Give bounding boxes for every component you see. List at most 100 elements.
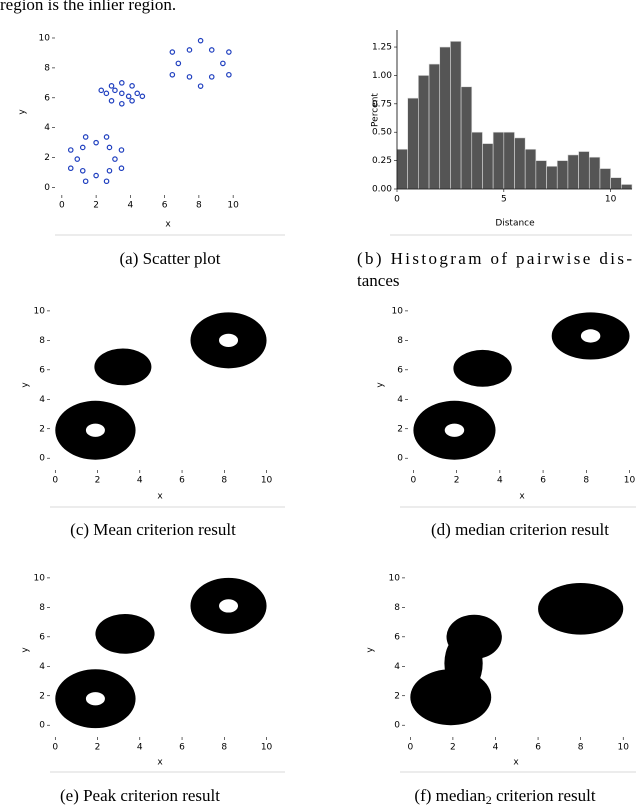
y-tick-label: 6 xyxy=(39,632,45,642)
x-tick-label: 4 xyxy=(137,476,143,486)
caption-text: criterion result xyxy=(492,786,596,805)
histogram-bar xyxy=(503,131,515,190)
y-tick-label: 4 xyxy=(394,662,400,672)
region xyxy=(190,577,267,634)
caption-text: (f) median xyxy=(414,786,486,805)
y-tick-label: 10 xyxy=(39,33,51,43)
scatter-point xyxy=(67,165,74,172)
scatter-point xyxy=(119,100,125,107)
scatter-point xyxy=(134,90,141,97)
histogram-bar xyxy=(418,75,430,190)
region xyxy=(55,400,136,460)
y-tick-label: 10 xyxy=(389,573,401,583)
y-tick-label: 8 xyxy=(394,603,400,613)
scatter-point xyxy=(226,49,232,55)
y-tick-label: 10 xyxy=(392,306,404,316)
scatter-point xyxy=(118,165,125,172)
x-tick-label: 2 xyxy=(454,476,460,486)
scatter-point xyxy=(93,139,99,146)
x-tick-label: 2 xyxy=(450,743,456,753)
scatter-point xyxy=(186,47,193,53)
scatter-point xyxy=(197,83,204,89)
histogram-bar xyxy=(588,156,601,190)
scatter-point xyxy=(175,60,182,67)
x-axis-label: Distance xyxy=(495,219,535,229)
y-tick-label: 2 xyxy=(44,153,50,163)
scatter-point xyxy=(129,83,135,89)
y-tick-label: 1.25 xyxy=(372,43,392,53)
panel: 0 5 10 0.00 0.25 0.50 0.75 1.00 1.25 Distance Perc… xyxy=(357,30,632,290)
y-tick-label: 0.75 xyxy=(372,99,392,109)
histogram-bar xyxy=(407,97,419,190)
scatter-point xyxy=(108,97,115,104)
region xyxy=(95,613,155,654)
y-tick-label: 8 xyxy=(39,603,45,613)
scatter-point xyxy=(79,167,86,174)
y-tick-label: 0.25 xyxy=(372,156,392,166)
scatter-point xyxy=(67,147,74,153)
histogram-bar xyxy=(621,184,633,190)
histogram-bar xyxy=(610,177,622,190)
y-axis-label: y xyxy=(21,382,31,388)
scatter-point xyxy=(226,71,232,78)
y-tick-label: 10 xyxy=(34,306,46,316)
x-tick-label: 2 xyxy=(93,201,99,211)
region xyxy=(551,312,630,360)
x-tick-label: 6 xyxy=(162,201,168,211)
panel: 0 2 4 6 8 10 0 2 4 6 8 10 x y (e) Peak criterion resul… xyxy=(21,573,285,805)
y-tick-label: 0 xyxy=(397,454,403,464)
scatter-point xyxy=(106,144,113,151)
y-tick-label: 2 xyxy=(39,691,45,701)
y-tick-label: 0 xyxy=(44,183,50,193)
scatter-point xyxy=(208,47,215,53)
histogram-bar xyxy=(524,148,537,190)
y-tick-label: 4 xyxy=(397,395,403,405)
x-tick-label: 10 xyxy=(227,201,239,211)
x-tick-label: 10 xyxy=(605,195,617,205)
region xyxy=(453,349,512,387)
x-tick-label: 2 xyxy=(95,476,101,486)
x-tick-label: 4 xyxy=(128,201,134,211)
y-tick-label: 0.00 xyxy=(372,185,392,195)
scatter-point xyxy=(208,74,215,80)
panel: 0 2 4 6 8 10 0 2 4 6 8 10 x y (a) Scatter plot xyxy=(18,33,285,268)
x-tick-label: 0 xyxy=(411,476,417,486)
scatter-point xyxy=(103,90,110,97)
region xyxy=(94,348,152,386)
histogram-bar xyxy=(460,86,473,190)
x-tick-label: 10 xyxy=(261,743,273,753)
scatter-point xyxy=(118,147,125,153)
x-tick-label: 6 xyxy=(179,743,185,753)
caption: (a) Scatter plot xyxy=(119,249,220,268)
scatter-point xyxy=(82,178,89,185)
x-tick-label: 10 xyxy=(261,476,273,486)
region xyxy=(413,400,496,460)
caption: (f) median2 criterion result xyxy=(414,786,595,807)
x-tick-label: 8 xyxy=(221,476,227,486)
scatter-point xyxy=(82,134,89,140)
x-tick-label: 10 xyxy=(624,476,636,486)
y-axis-label: y xyxy=(366,647,376,653)
y-tick-label: 2 xyxy=(394,691,400,701)
histogram-bar xyxy=(599,168,611,190)
x-tick-label: 4 xyxy=(497,476,503,486)
scatter-point xyxy=(74,156,81,162)
scatter-point xyxy=(119,80,125,86)
histogram-bar xyxy=(578,151,590,190)
x-tick-label: 2 xyxy=(95,743,101,753)
y-tick-label: 8 xyxy=(39,336,45,346)
x-tick-label: 6 xyxy=(535,743,541,753)
region xyxy=(55,669,136,729)
x-tick-label: 8 xyxy=(583,476,589,486)
y-tick-label: 4 xyxy=(39,662,45,672)
x-tick-label: 0 xyxy=(52,476,58,486)
x-tick-label: 0 xyxy=(52,743,58,753)
x-axis-label: x xyxy=(513,758,519,768)
histogram-bar xyxy=(556,160,569,190)
caption-subscript: 2 xyxy=(486,793,492,807)
x-tick-label: 6 xyxy=(179,476,185,486)
x-tick-label: 8 xyxy=(196,201,202,211)
scatter-point xyxy=(93,172,99,179)
y-tick-label: 6 xyxy=(397,365,403,375)
